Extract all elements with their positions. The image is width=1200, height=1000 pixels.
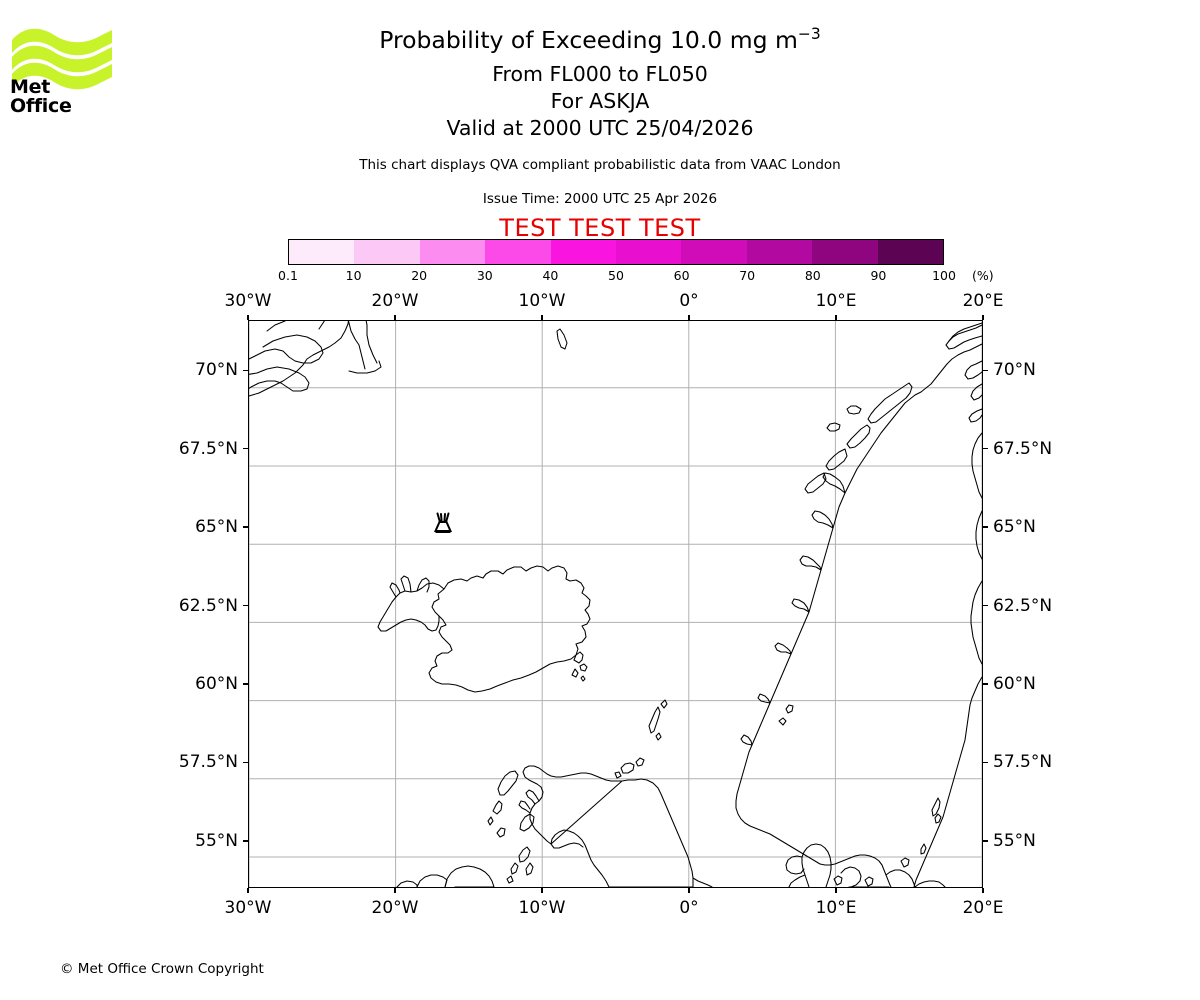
met-office-wave-icon	[12, 28, 112, 90]
page-title-superscript: −3	[797, 25, 821, 44]
volcano-icon[interactable]	[428, 509, 458, 535]
lon-tickmark	[982, 888, 984, 893]
lon-label-bottom-20°E: 20°E	[962, 898, 1004, 918]
colorbar-tick-60: 60	[673, 268, 690, 283]
colorbar-tick-10: 10	[345, 268, 362, 283]
lat-tickmark	[243, 447, 248, 450]
lat-tickmark	[983, 447, 988, 450]
lon-label-bottom-10°E: 10°E	[815, 898, 857, 918]
colorbar-tick-100: 100	[932, 268, 956, 283]
lat-tickmark	[243, 526, 248, 528]
lat-label-left-67.5°N: 67.5°N	[178, 438, 238, 459]
flight-level-range: From FL000 to FL050	[492, 62, 708, 86]
colorbar-swatch-3	[485, 240, 551, 264]
lat-tickmark	[983, 761, 988, 764]
lon-label-top-20°W: 20°W	[371, 291, 419, 311]
lat-tickmark	[243, 683, 248, 685]
lon-label-top-0°: 0°	[679, 291, 699, 311]
issue-time: Issue Time: 2000 UTC 25 Apr 2026	[482, 191, 718, 207]
lon-tickmark	[835, 888, 837, 893]
lat-tickmark	[983, 369, 988, 371]
colorbar-swatch-2	[419, 240, 486, 264]
colorbar-units: (%)	[972, 268, 994, 283]
lon-tickmark	[688, 315, 690, 320]
colorbar-tick-80: 80	[804, 268, 821, 283]
colorbar-swatches	[288, 239, 944, 265]
volcano-marker-glyph	[433, 512, 452, 534]
test-banner: TEST TEST TEST	[499, 214, 701, 242]
lat-label-left-60°N: 60°N	[195, 674, 238, 695]
lat-label-right-70°N: 70°N	[993, 360, 1036, 381]
colorbar-swatch-7	[746, 240, 813, 264]
lon-tickmark	[982, 315, 984, 320]
qva-note: This chart displays QVA compliant probab…	[359, 157, 841, 173]
lon-label-top-10°E: 10°E	[815, 291, 857, 311]
lon-label-bottom-10°W: 10°W	[518, 898, 566, 918]
lat-tickmark	[243, 840, 248, 842]
lat-tickmark	[983, 526, 988, 528]
lon-label-bottom-20°W: 20°W	[371, 898, 419, 918]
colorbar-swatch-6	[681, 240, 747, 264]
lat-tickmark	[983, 683, 988, 685]
lat-label-left-55°N: 55°N	[195, 830, 238, 851]
valid-time-line: Valid at 2000 UTC 25/04/2026	[446, 116, 754, 140]
map-svg	[249, 321, 982, 887]
lat-label-right-60°N: 60°N	[993, 674, 1036, 695]
lat-tickmark	[983, 604, 988, 607]
lat-label-left-62.5°N: 62.5°N	[178, 595, 238, 616]
probability-colorbar: 0.1 10 20 30 40 50 60 70 80 90 100	[278, 239, 956, 283]
colorbar-swatch-9	[877, 240, 944, 264]
lon-tickmark	[247, 888, 249, 893]
lat-tickmark	[983, 840, 988, 842]
lon-tickmark	[541, 315, 543, 320]
lat-label-right-55°N: 55°N	[993, 830, 1036, 851]
lat-label-left-65°N: 65°N	[195, 517, 238, 538]
page-title-text: Probability of Exceeding 10.0 mg m	[379, 26, 798, 54]
lon-label-top-20°E: 20°E	[962, 291, 1004, 311]
lat-tickmark	[243, 604, 248, 607]
lat-tickmark	[243, 761, 248, 764]
colorbar-tick-0.1: 0.1	[278, 268, 298, 283]
colorbar-swatch-0	[289, 240, 355, 264]
colorbar-swatch-5	[616, 240, 682, 264]
lat-label-right-57.5°N: 57.5°N	[993, 752, 1053, 773]
lat-label-right-67.5°N: 67.5°N	[993, 438, 1053, 459]
lat-label-left-57.5°N: 57.5°N	[178, 752, 238, 773]
colorbar-tick-50: 50	[608, 268, 624, 283]
colorbar-tick-90: 90	[870, 268, 887, 283]
colorbar-swatch-8	[812, 240, 878, 264]
logo-wordmark: Met Office	[10, 76, 72, 117]
lon-label-bottom-30°W: 30°W	[224, 898, 272, 918]
colorbar-tick-30: 30	[476, 268, 493, 283]
lon-tickmark	[247, 315, 249, 320]
copyright-footer: © Met Office Crown Copyright	[60, 961, 264, 977]
map-coastlines	[249, 321, 982, 887]
met-office-logo: Met Office	[10, 24, 114, 116]
volcano-name-line: For ASKJA	[550, 89, 650, 113]
lat-label-right-65°N: 65°N	[993, 517, 1036, 538]
colorbar-swatch-4	[550, 240, 617, 264]
lat-label-left-70°N: 70°N	[195, 360, 238, 381]
lon-tickmark	[688, 888, 690, 893]
lon-tickmark	[835, 315, 837, 320]
lon-label-top-10°W: 10°W	[518, 291, 566, 311]
lon-label-top-30°W: 30°W	[224, 291, 272, 311]
colorbar-swatch-1	[354, 240, 420, 264]
map-gridlines	[249, 321, 982, 887]
lon-label-bottom-0°: 0°	[679, 898, 699, 918]
colorbar-tick-20: 20	[411, 268, 428, 283]
colorbar-tick-70: 70	[739, 268, 756, 283]
lon-tickmark	[394, 315, 396, 320]
page-title: Probability of Exceeding 10.0 mg m−3	[0, 25, 1200, 54]
lat-label-right-62.5°N: 62.5°N	[993, 595, 1053, 616]
colorbar-tick-40: 40	[542, 268, 559, 283]
map-plot-area[interactable]	[248, 320, 983, 888]
lon-tickmark	[394, 888, 396, 893]
lat-tickmark	[243, 369, 248, 371]
lon-tickmark	[541, 888, 543, 893]
